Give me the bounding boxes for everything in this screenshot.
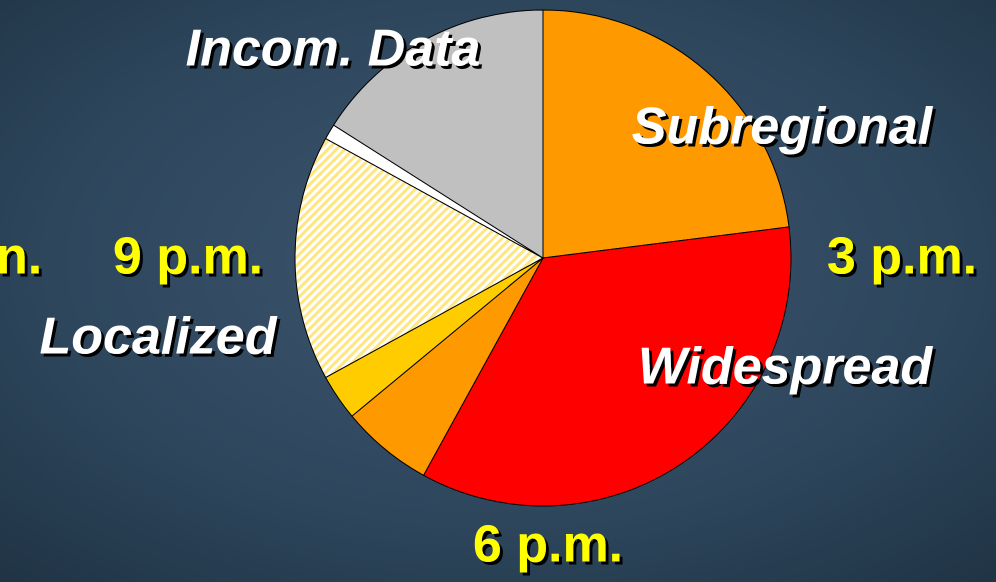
slice-label: Incom. Data	[186, 20, 481, 78]
pie-slice	[422, 226, 792, 507]
labels: Subregional Widespread Localized Incom. Dat…	[0, 20, 977, 574]
pie-slice	[332, 9, 544, 259]
time-label: 9 p.m.	[113, 228, 263, 286]
slice-label: Subregional	[632, 98, 934, 156]
time-label: 3 p.m.	[827, 228, 977, 286]
pie	[294, 9, 792, 507]
time-label: 6 p.m.	[473, 516, 623, 574]
slice-label: Localized	[40, 308, 278, 366]
pie-slice	[294, 137, 545, 379]
pie-slice	[542, 9, 790, 259]
slice-label: Widespread	[638, 338, 934, 396]
time-label: n.	[0, 228, 42, 286]
